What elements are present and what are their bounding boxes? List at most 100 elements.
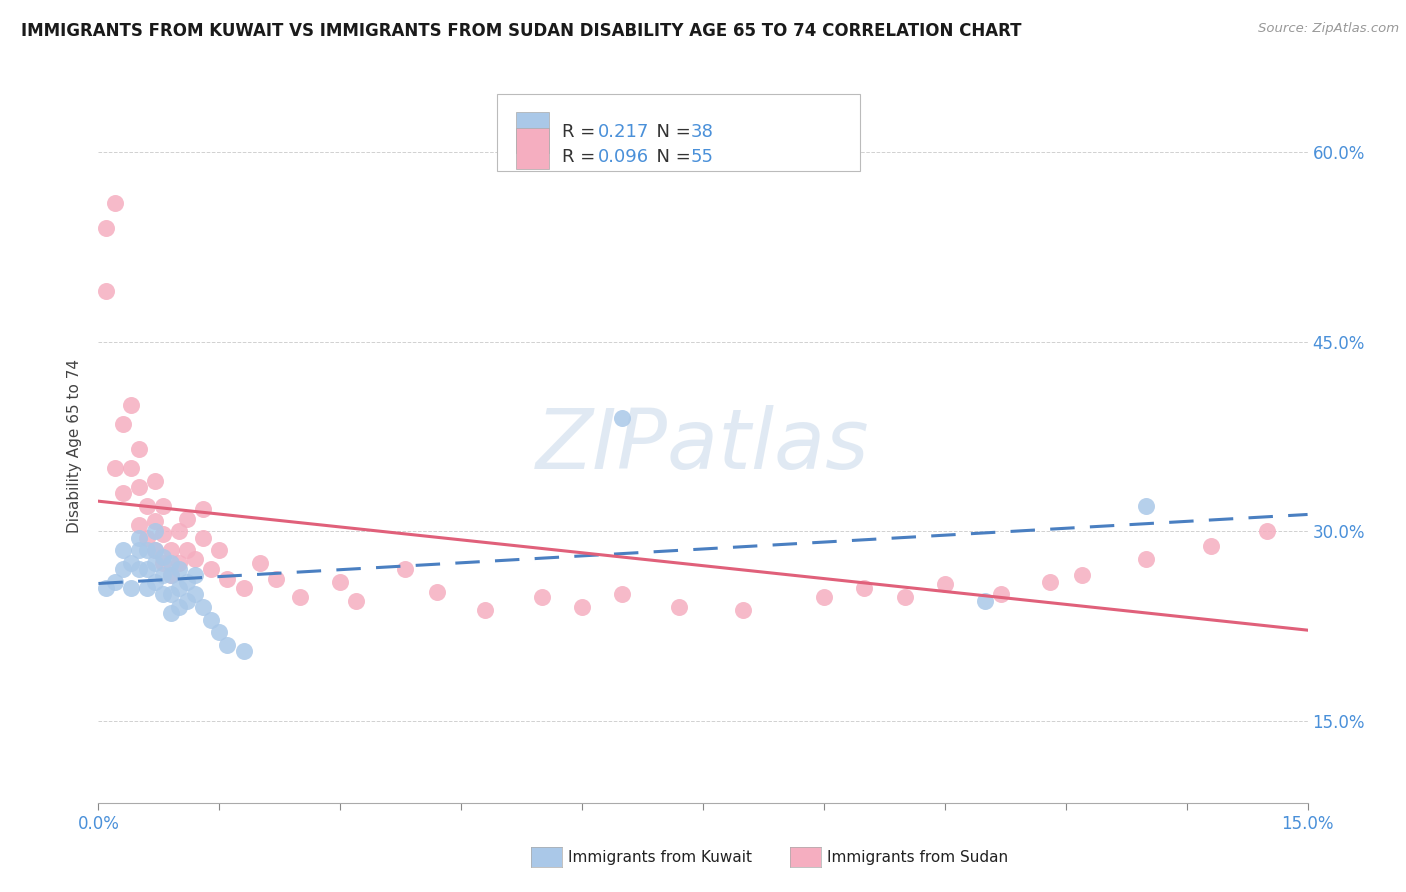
Text: ZIPatlas: ZIPatlas (536, 406, 870, 486)
Text: 0.217: 0.217 (598, 123, 650, 141)
Point (103, 574, 125, 589)
Point (143, 514, 166, 528)
Point (111, 543, 134, 558)
Point (152, 499, 174, 513)
Text: Immigrants from Kuwait: Immigrants from Kuwait (568, 850, 752, 864)
Text: IMMIGRANTS FROM KUWAIT VS IMMIGRANTS FROM SUDAN DISABILITY AGE 65 TO 74 CORRELAT: IMMIGRANTS FROM KUWAIT VS IMMIGRANTS FRO… (21, 22, 1022, 40)
Point (474, 602, 496, 616)
Point (135, 543, 157, 558)
Point (111, 486, 134, 500)
Point (232, 581, 254, 595)
Point (990, 587, 1012, 601)
Point (160, 568, 183, 582)
Point (612, 587, 634, 601)
Point (217, 638, 239, 652)
Point (167, 524, 190, 539)
Point (128, 531, 150, 545)
Text: N =: N = (645, 123, 696, 141)
Point (288, 590, 311, 604)
Point (135, 581, 157, 595)
Point (160, 607, 183, 621)
Text: R =: R = (561, 123, 600, 141)
Point (176, 574, 198, 589)
Bar (516, 128, 550, 169)
Point (1135, 499, 1157, 513)
Point (426, 585, 449, 599)
Point (530, 590, 553, 604)
Point (96, 581, 118, 595)
Point (329, 574, 352, 589)
Point (143, 524, 166, 539)
Point (152, 568, 174, 582)
Point (143, 574, 166, 589)
Point (120, 556, 142, 570)
Text: R =: R = (561, 148, 600, 166)
Point (128, 442, 150, 457)
Text: Immigrants from Sudan: Immigrants from Sudan (827, 850, 1008, 864)
Point (135, 531, 157, 545)
Point (1135, 552, 1157, 566)
Point (160, 587, 183, 601)
Bar (516, 112, 550, 153)
Point (208, 625, 231, 640)
Point (612, 410, 634, 425)
Point (264, 572, 287, 586)
Point (733, 602, 755, 616)
Point (152, 549, 174, 564)
Point (193, 600, 215, 615)
Point (167, 600, 190, 615)
Point (193, 531, 215, 545)
Point (120, 461, 142, 475)
Point (394, 562, 416, 576)
Point (176, 593, 198, 607)
Point (1070, 568, 1092, 582)
Point (160, 556, 183, 570)
Point (208, 543, 231, 558)
Point (143, 543, 166, 558)
Point (571, 600, 593, 615)
Y-axis label: Disability Age 65 to 74: Disability Age 65 to 74 (67, 359, 83, 533)
Point (974, 593, 997, 607)
Point (1199, 540, 1222, 554)
Point (184, 568, 207, 582)
Point (128, 562, 150, 576)
Point (217, 572, 239, 586)
Point (160, 543, 183, 558)
Point (128, 480, 150, 494)
Point (184, 552, 207, 566)
Point (143, 543, 166, 558)
Point (200, 562, 222, 576)
Point (128, 543, 150, 558)
Point (152, 587, 174, 601)
Point (344, 593, 367, 607)
Point (96, 285, 118, 299)
Point (135, 562, 157, 576)
Point (167, 556, 190, 570)
Point (143, 556, 166, 570)
Point (111, 417, 134, 431)
Point (128, 517, 150, 532)
Point (1039, 574, 1062, 589)
Point (249, 556, 271, 570)
Point (813, 590, 835, 604)
Text: 0.096: 0.096 (598, 148, 650, 166)
Point (176, 511, 198, 525)
Point (184, 587, 207, 601)
Point (135, 499, 157, 513)
Point (120, 398, 142, 412)
Point (103, 461, 125, 475)
Point (120, 581, 142, 595)
Point (176, 543, 198, 558)
Text: 38: 38 (690, 123, 714, 141)
Point (111, 562, 134, 576)
Point (103, 195, 125, 210)
Point (232, 644, 254, 658)
Point (1256, 524, 1278, 539)
Point (853, 581, 876, 595)
Point (160, 568, 183, 582)
Point (934, 577, 956, 591)
Point (167, 581, 190, 595)
Text: 55: 55 (690, 148, 714, 166)
Point (193, 501, 215, 516)
Point (152, 556, 174, 570)
